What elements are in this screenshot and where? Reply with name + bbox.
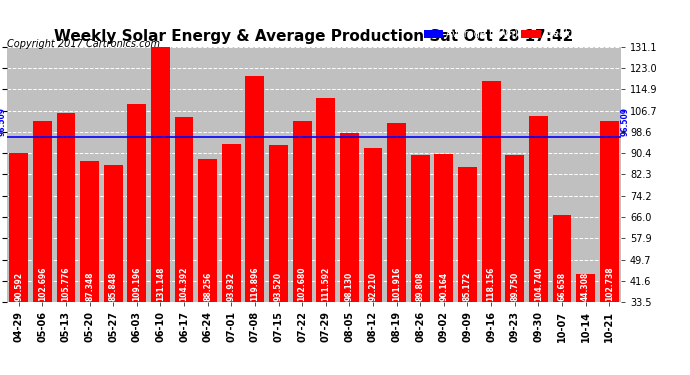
Text: 85.172: 85.172	[463, 272, 472, 301]
Bar	[576, 274, 595, 302]
Text: 102.680: 102.680	[297, 266, 306, 301]
Bar	[269, 145, 288, 302]
Text: 98.130: 98.130	[345, 272, 354, 301]
Bar	[553, 215, 571, 302]
Text: 93.520: 93.520	[274, 272, 283, 301]
Bar	[222, 144, 241, 302]
Text: 66.658: 66.658	[558, 272, 566, 301]
Bar	[57, 113, 75, 302]
Bar	[387, 123, 406, 302]
Legend: Average (kWh), Weekly (kWh): Average (kWh), Weekly (kWh)	[422, 27, 613, 41]
Text: 90.592: 90.592	[14, 272, 23, 301]
Text: 102.738: 102.738	[604, 266, 613, 301]
Bar	[151, 47, 170, 302]
Text: Copyright 2017 Cartronics.com: Copyright 2017 Cartronics.com	[7, 39, 160, 50]
Text: 101.916: 101.916	[392, 266, 401, 301]
Text: 109.196: 109.196	[132, 266, 141, 301]
Bar	[529, 116, 548, 302]
Text: 89.750: 89.750	[510, 272, 519, 301]
Bar	[600, 121, 619, 302]
Text: 131.148: 131.148	[156, 266, 165, 301]
Title: Weekly Solar Energy & Average Production Sat Oct 28 17:42: Weekly Solar Energy & Average Production…	[55, 29, 573, 44]
Bar	[316, 98, 335, 302]
Text: 89.808: 89.808	[416, 271, 425, 301]
Text: 92.210: 92.210	[368, 272, 377, 301]
Bar	[364, 148, 382, 302]
Text: 85.848: 85.848	[109, 271, 118, 301]
Text: 104.392: 104.392	[179, 266, 188, 301]
Bar	[104, 165, 123, 302]
Text: 96.509: 96.509	[0, 107, 7, 136]
Bar	[435, 154, 453, 302]
Bar	[80, 161, 99, 302]
Text: 105.776: 105.776	[61, 266, 70, 301]
Bar	[33, 121, 52, 302]
Text: 93.932: 93.932	[227, 272, 236, 301]
Text: 96.509: 96.509	[621, 107, 630, 136]
Text: 88.256: 88.256	[203, 272, 212, 301]
Text: 102.696: 102.696	[38, 266, 47, 301]
Text: 90.164: 90.164	[440, 272, 449, 301]
Text: 44.308: 44.308	[581, 272, 590, 301]
Text: 87.348: 87.348	[85, 271, 94, 301]
Bar	[482, 81, 500, 302]
Text: 118.156: 118.156	[486, 266, 495, 301]
Bar	[458, 167, 477, 302]
Bar	[175, 117, 193, 302]
Text: 104.740: 104.740	[534, 266, 543, 301]
Bar	[505, 155, 524, 302]
Text: 111.592: 111.592	[322, 266, 331, 301]
Bar	[293, 121, 312, 302]
Text: 119.896: 119.896	[250, 266, 259, 301]
Bar	[128, 104, 146, 302]
Bar	[9, 153, 28, 302]
Bar	[246, 76, 264, 302]
Bar	[198, 159, 217, 302]
Bar	[340, 133, 359, 302]
Bar	[411, 155, 430, 302]
